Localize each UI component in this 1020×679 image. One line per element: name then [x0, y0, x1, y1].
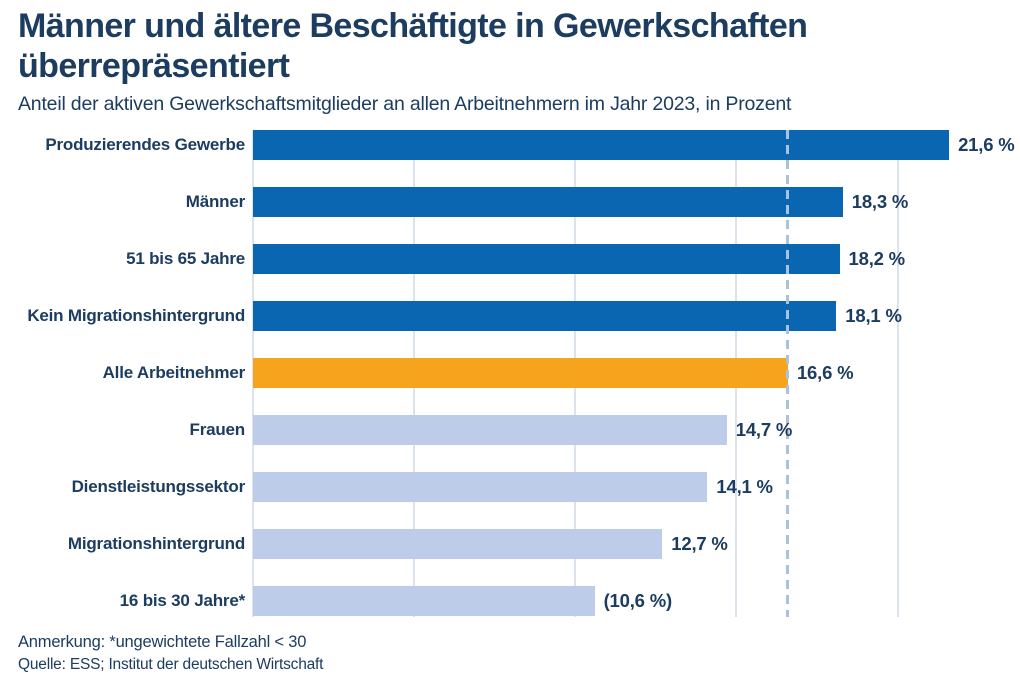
title-line-1: Männer und ältere Beschäftigte in Gewerk… — [18, 7, 808, 45]
title-line-2: überrepräsentiert — [18, 47, 290, 85]
bar-9 — [253, 586, 595, 616]
average-reference-line — [786, 130, 790, 617]
value-label: 18,2 % — [848, 248, 906, 269]
category-label: Männer — [185, 192, 245, 211]
category-label: 16 bis 30 Jahre* — [119, 591, 246, 610]
value-label: 21,6 % — [958, 134, 1015, 155]
chart-header: Männer und ältere Beschäftigte in Gewerk… — [18, 6, 1008, 116]
category-label: Produzierendes Gewerbe — [45, 135, 245, 154]
gridline-20-percent — [896, 130, 899, 617]
bar-3 — [253, 244, 840, 274]
value-label: 18,3 % — [851, 191, 909, 212]
category-label: Migrationshintergrund — [67, 534, 245, 553]
value-label: 14,1 % — [716, 476, 773, 497]
category-label: Dienstleistungssektor — [71, 477, 246, 496]
source-line: Quelle: ESS; Institut der deutschen Wirt… — [18, 656, 324, 673]
value-label: 12,7 % — [671, 533, 728, 554]
category-label: Alle Arbeitnehmer — [102, 363, 246, 382]
category-label: Kein Migrationshintergrund — [27, 306, 245, 325]
bar-7 — [253, 472, 708, 502]
bar-5 — [253, 358, 788, 388]
category-label: 51 bis 65 Jahre — [126, 249, 245, 268]
value-label: 16,6 % — [796, 362, 854, 383]
bar-4 — [253, 301, 837, 331]
bar-2 — [253, 187, 843, 217]
bar-6 — [253, 415, 727, 445]
page-title: Männer und ältere Beschäftigte in Gewerk… — [18, 6, 1008, 86]
bar-8 — [253, 529, 663, 559]
bar-1 — [253, 130, 950, 160]
value-label: 14,7 % — [735, 419, 793, 440]
bar-chart-plot-area: Produzierendes Gewerbe 21,6 % Männer 18,3 %… — [0, 130, 1020, 617]
footnote: Anmerkung: *ungewichtete Fallzahl < 30 — [18, 633, 307, 651]
chart-subtitle: Anteil der aktiven Gewerkschaftsmitglied… — [18, 93, 792, 115]
value-label: 18,1 % — [845, 305, 902, 326]
category-label: Frauen — [189, 420, 246, 439]
value-label: (10,6 %) — [603, 590, 673, 611]
chart-footer: Anmerkung: *ungewichtete Fallzahl < 30 Q… — [18, 631, 323, 675]
